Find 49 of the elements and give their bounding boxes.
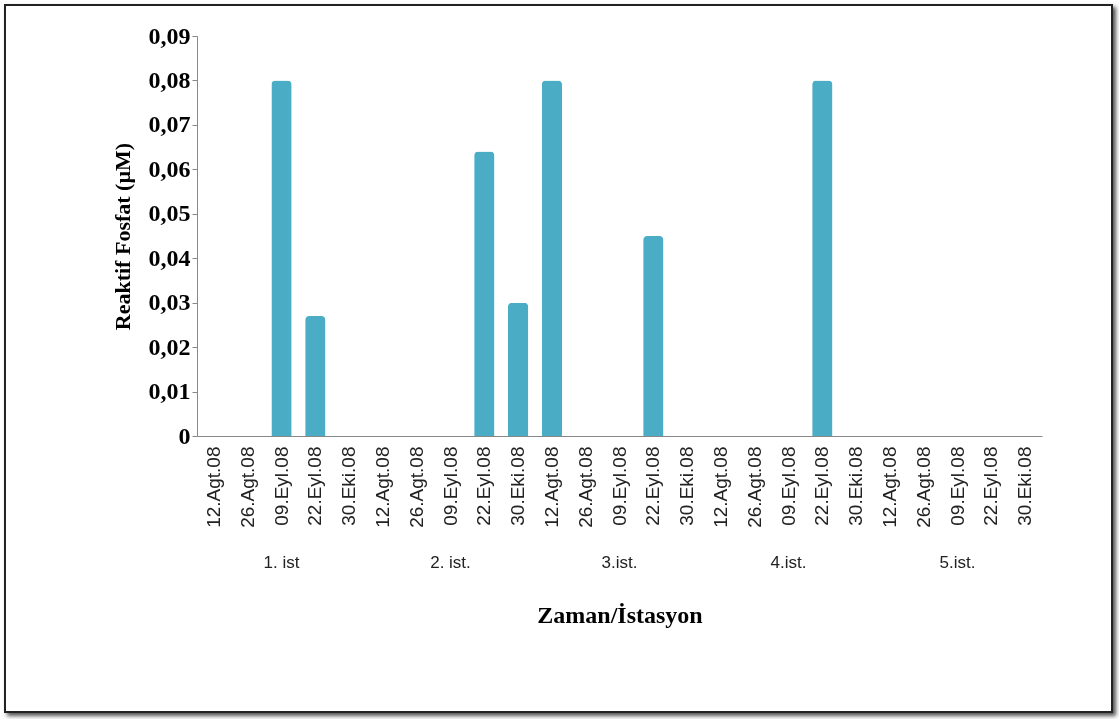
x-tick-label: 30.Eki.08 — [338, 446, 360, 526]
x-tick-label: 22.Eyl.08 — [473, 446, 495, 526]
x-tick-label: 12.Agt.08 — [709, 446, 731, 528]
x-tick-label: 30.Eki.08 — [507, 446, 529, 526]
bar — [305, 316, 326, 436]
x-tick-label: 12.Agt.08 — [878, 446, 900, 528]
x-tick-label: 22.Eyl.08 — [642, 446, 664, 526]
x-tick-label: 30.Eki.08 — [676, 446, 698, 526]
bar — [474, 151, 495, 436]
bar — [812, 80, 833, 436]
x-tick-label: 26.Agt.08 — [912, 446, 934, 528]
x-tick-label: 26.Agt.08 — [236, 446, 258, 528]
bar — [507, 302, 529, 436]
text: 1. ist — [263, 553, 300, 572]
y-tick-label: 0,07 — [148, 111, 191, 138]
y-tick-label: 0,08 — [148, 66, 191, 93]
x-tick-label: 22.Eyl.08 — [980, 446, 1002, 526]
x-tick-label: 09.Eyl.08 — [439, 446, 461, 526]
x-tick-label: 09.Eyl.08 — [777, 446, 799, 526]
y-tick-label: 0 — [178, 422, 191, 449]
x-tick-label: 22.Eyl.08 — [304, 446, 326, 526]
y-axis-title: Reaktif Fosfat (µM) — [109, 142, 135, 331]
text: 2. ist. — [430, 553, 471, 572]
text: 3.ist. — [601, 553, 638, 572]
y-tick-label: 0,06 — [148, 155, 191, 182]
x-tick-label: 12.Agt.08 — [371, 446, 393, 528]
x-tick-label: 12.Agt.08 — [540, 446, 562, 528]
x-tick-label: 26.Agt.08 — [574, 446, 596, 528]
text: 4.ist. — [770, 553, 807, 572]
x-tick-label: 09.Eyl.08 — [270, 446, 292, 526]
y-tick-label: 0,01 — [148, 378, 191, 405]
y-tick-label: 0,05 — [148, 200, 191, 227]
x-tick-label: 09.Eyl.08 — [946, 446, 968, 526]
x-tick-label: 26.Agt.08 — [743, 446, 765, 528]
y-tick-label: 0,02 — [148, 333, 191, 360]
bar — [643, 236, 664, 436]
x-axis-title: Zaman/İstasyon — [537, 601, 703, 628]
bar — [541, 80, 563, 436]
x-tick-label: 09.Eyl.08 — [608, 446, 630, 526]
y-tick-label: 0,09 — [148, 22, 191, 49]
x-tick-label: 30.Eki.08 — [1014, 446, 1036, 526]
y-tick-label: 0,03 — [148, 289, 191, 316]
bar — [271, 80, 292, 436]
x-tick-label: 12.Agt.08 — [202, 446, 224, 528]
x-tick-label: 30.Eki.08 — [845, 446, 867, 526]
text: 5.ist. — [939, 553, 976, 572]
x-tick-label: 26.Agt.08 — [405, 446, 427, 528]
y-tick-label: 0,04 — [148, 244, 191, 271]
x-tick-label: 22.Eyl.08 — [811, 446, 833, 526]
